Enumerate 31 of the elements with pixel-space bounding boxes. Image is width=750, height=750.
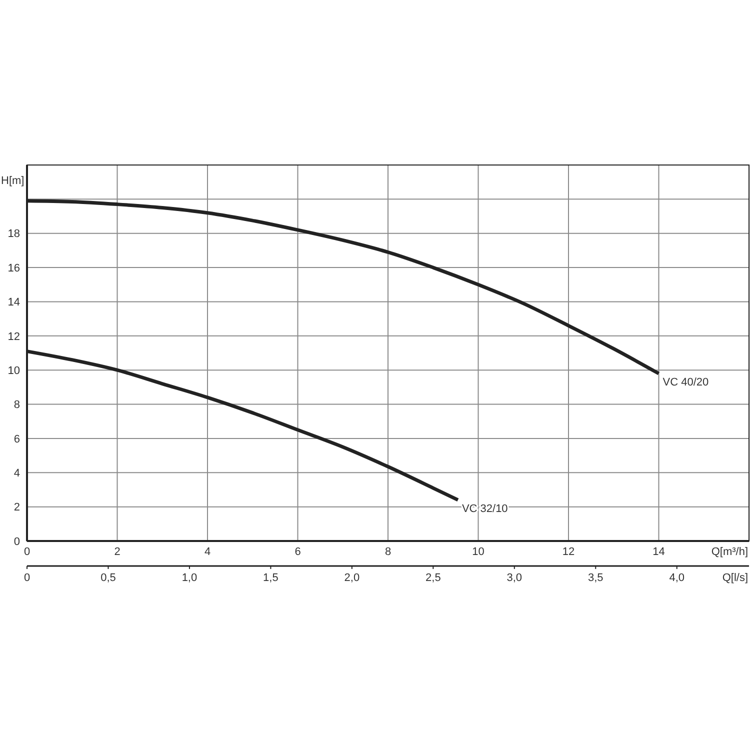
x2-tick-label: 1,0 xyxy=(182,572,198,584)
x2-tick-label: 2,5 xyxy=(426,572,441,584)
x-tick-label: 8 xyxy=(384,546,392,558)
y-tick-label: 4 xyxy=(14,467,20,480)
x-tick-label: 10 xyxy=(472,546,484,558)
y-tick-label: 12 xyxy=(8,330,20,343)
x-tick-label: 6 xyxy=(294,546,301,558)
x2-tick-label: 2,0 xyxy=(344,572,360,584)
y-tick-label: 16 xyxy=(8,262,20,274)
x-tick-label: 2 xyxy=(114,546,120,558)
y-tick-label: 2 xyxy=(14,502,20,514)
y-tick-label: 8 xyxy=(14,399,20,412)
x2-tick-label: 3,0 xyxy=(506,572,522,584)
y-tick-label: 18 xyxy=(8,228,20,240)
series-label: VC 40/20 xyxy=(662,376,709,389)
x2-axis-title: Q[l/s] xyxy=(722,572,748,584)
x2-tick-label: 4,0 xyxy=(669,572,685,584)
x2-tick-label: 1,5 xyxy=(263,572,278,584)
y-axis-title: H[m] xyxy=(1,175,24,187)
x-axis-title: Q[m³/h] xyxy=(711,546,748,558)
x2-tick-label: 0 xyxy=(24,572,30,584)
x-tick-label: 4 xyxy=(204,546,211,558)
x-tick-label: 14 xyxy=(652,546,665,558)
x2-tick-label: 3,5 xyxy=(588,572,604,584)
y-tick-label: 6 xyxy=(14,433,20,446)
x2-tick-label: 0,5 xyxy=(100,572,116,584)
y-tick-label: 10 xyxy=(8,364,20,377)
x-tick-label: 0 xyxy=(24,546,30,558)
x-tick-label: 12 xyxy=(562,546,575,558)
y-tick-label: 14 xyxy=(8,296,20,309)
y-tick-label: 0 xyxy=(14,536,20,548)
